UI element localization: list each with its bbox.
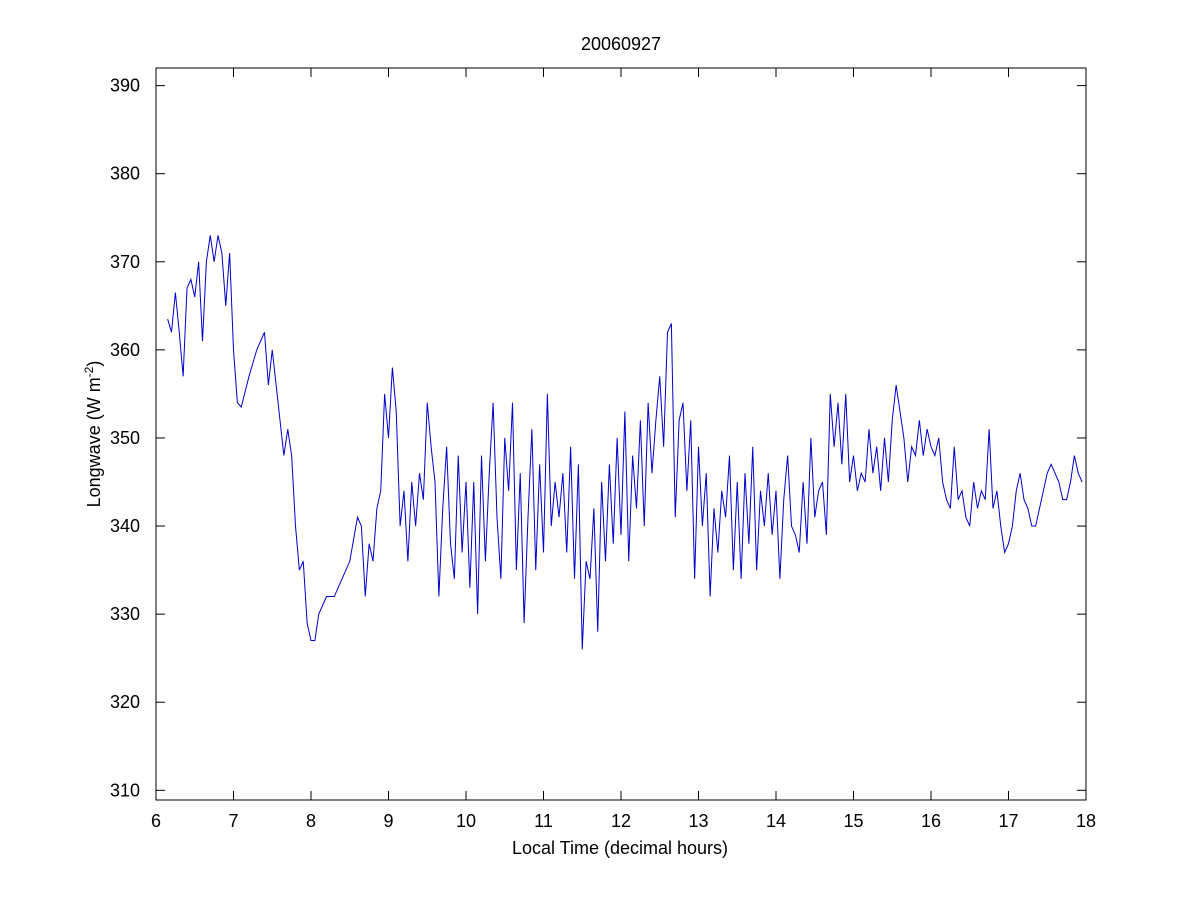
x-axis-label: Local Time (decimal hours): [512, 838, 728, 858]
y-axis-label: Longwave (W m-2): [82, 361, 104, 508]
y-tick-label: 360: [110, 340, 140, 360]
x-tick-label: 15: [843, 811, 863, 831]
data-line: [167, 235, 1083, 650]
x-tick-label: 10: [456, 811, 476, 831]
y-label-text: Longwave (W m: [84, 377, 104, 507]
y-tick-label: 380: [110, 164, 140, 184]
x-tick-label: 18: [1076, 811, 1096, 831]
y-tick-label: 390: [110, 76, 140, 96]
x-tick-label: 11: [534, 811, 553, 831]
y-tick-label: 350: [110, 428, 140, 448]
x-tick-label: 6: [151, 811, 161, 831]
y-label-sup: -2: [82, 366, 96, 377]
x-tick-label: 14: [766, 811, 786, 831]
x-tick-label: 9: [383, 811, 393, 831]
x-tick-label: 17: [998, 811, 1018, 831]
y-tick-label: 320: [110, 692, 140, 712]
y-tick-label: 340: [110, 516, 140, 536]
y-tick-label: 310: [110, 780, 140, 800]
y-tick-label: 370: [110, 252, 140, 272]
x-tick-label: 16: [921, 811, 941, 831]
y-label-end: ): [84, 361, 104, 367]
x-tick-label: 12: [611, 811, 631, 831]
chart-title: 20060927: [581, 34, 661, 54]
x-tick-label: 7: [228, 811, 238, 831]
x-tick-label: 13: [688, 811, 708, 831]
x-tick-label: 8: [306, 811, 316, 831]
y-tick-label: 330: [110, 604, 140, 624]
